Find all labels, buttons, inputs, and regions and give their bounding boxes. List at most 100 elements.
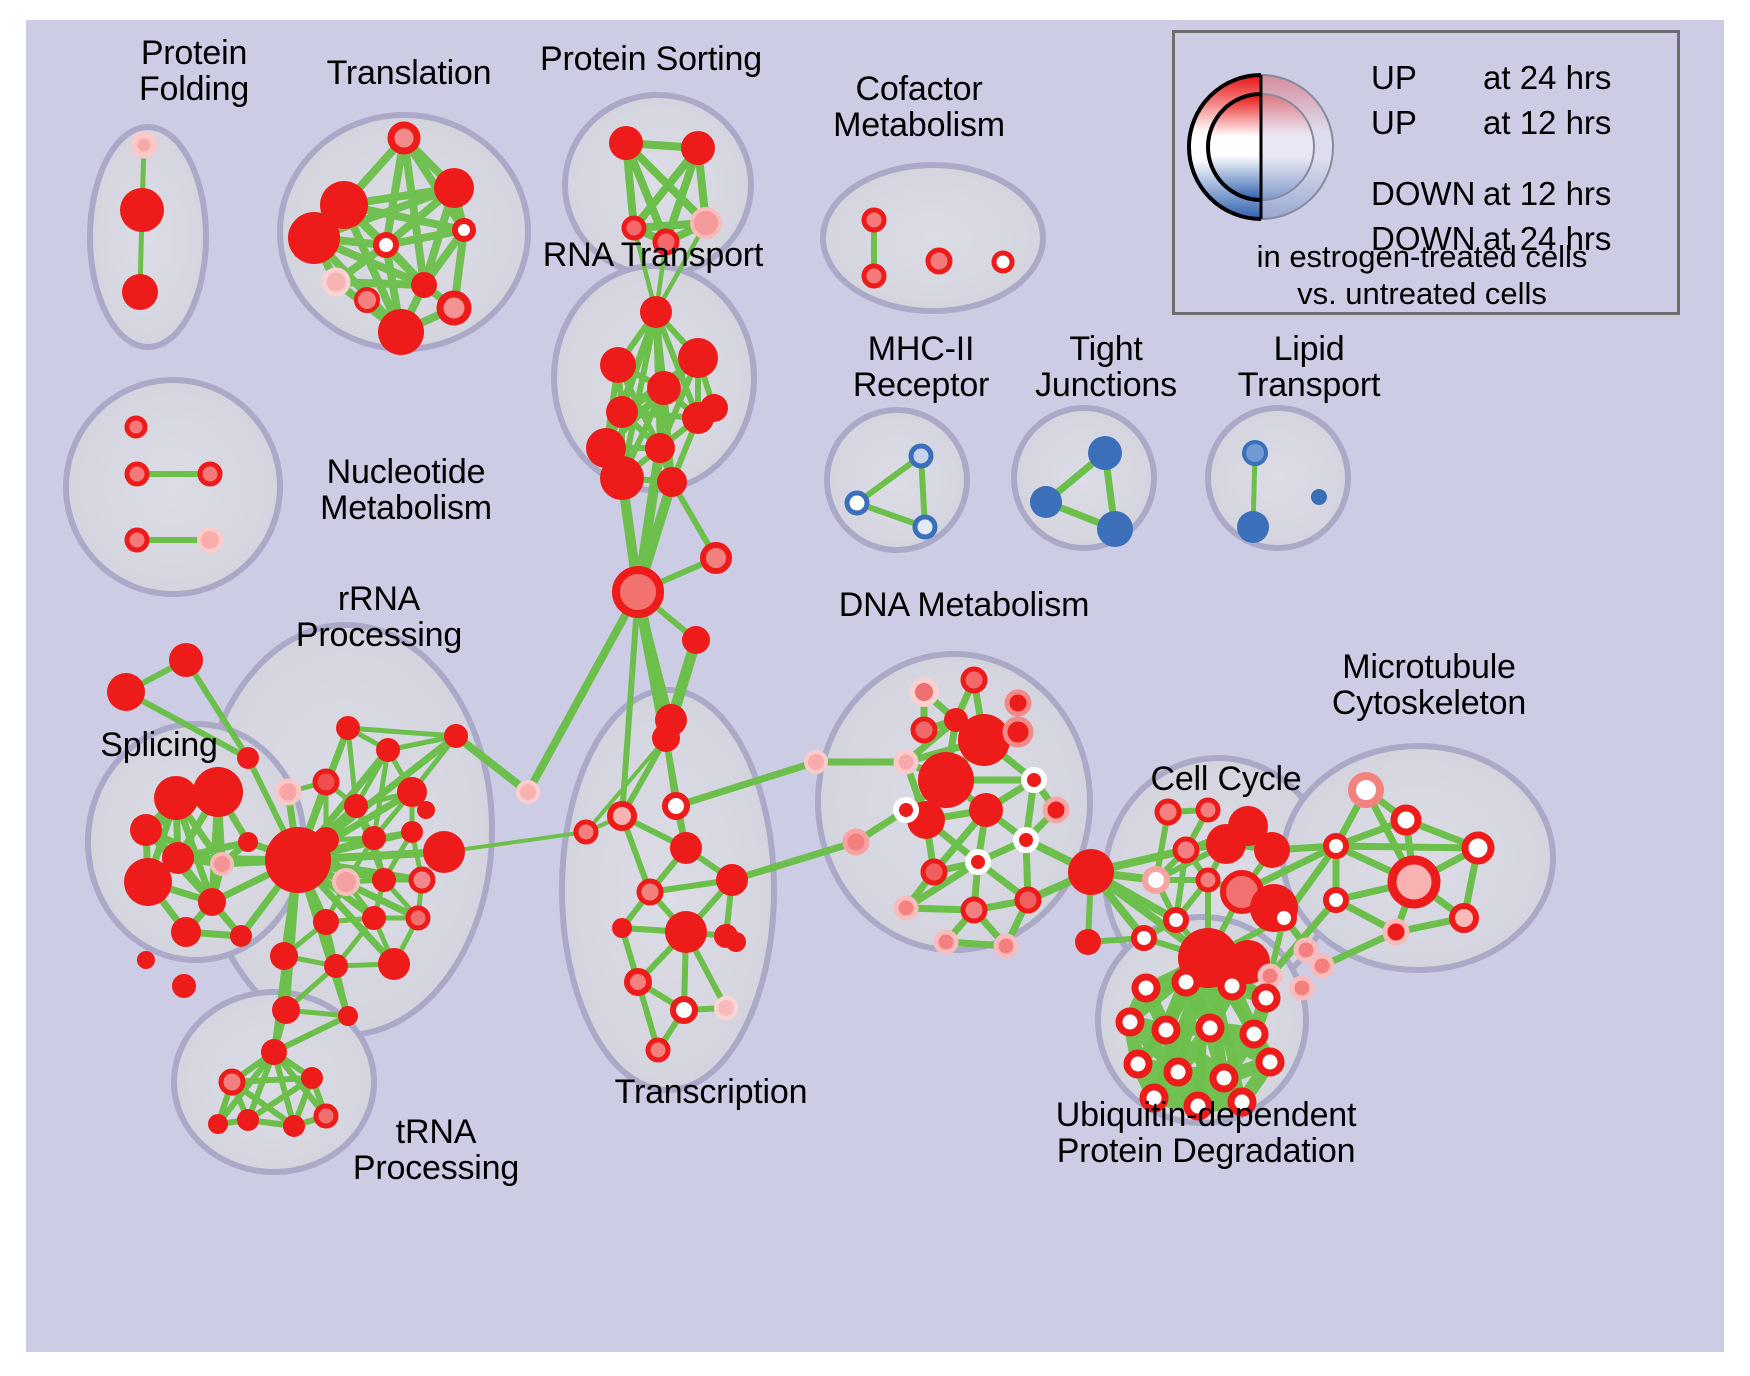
node — [130, 131, 158, 159]
node — [344, 794, 368, 818]
legend-row-up-12: UP at 12 hrs — [1371, 100, 1671, 145]
node — [960, 896, 988, 924]
legend-key-down-12: DOWN — [1371, 174, 1476, 212]
node — [208, 1114, 228, 1134]
cluster-label-protein-sorting: Protein Sorting — [540, 40, 762, 78]
node — [272, 996, 300, 1024]
cluster-label-mhc-ii-receptor: MHC-II Receptor — [852, 330, 990, 404]
node — [313, 909, 339, 935]
node — [1021, 767, 1047, 793]
node — [700, 394, 728, 422]
cluster-label-cofactor-metabolism: Cofactor Metabolism — [833, 70, 1005, 144]
node — [944, 708, 968, 732]
node — [401, 821, 423, 843]
legend-rows: UP at 24 hrs UP at 12 hrs DOWN at 12 hrs… — [1371, 55, 1671, 261]
node — [320, 181, 368, 229]
node — [172, 974, 196, 998]
node — [993, 933, 1019, 959]
node — [682, 626, 710, 654]
node — [332, 868, 360, 896]
node — [1237, 511, 1269, 543]
node — [237, 1109, 259, 1131]
node — [965, 849, 991, 875]
legend-footer-line2: vs. untreated cells — [1297, 275, 1547, 311]
node — [397, 777, 427, 807]
node — [636, 878, 664, 906]
node — [198, 888, 226, 916]
node — [1309, 953, 1335, 979]
node — [909, 677, 939, 707]
node — [910, 716, 938, 744]
node — [169, 643, 203, 677]
node — [321, 267, 351, 297]
node — [197, 461, 223, 487]
node — [362, 906, 386, 930]
legend-ring-diagram — [1187, 73, 1334, 221]
node — [842, 828, 870, 856]
node — [1242, 440, 1268, 466]
node — [1171, 967, 1201, 997]
node — [324, 954, 348, 978]
node — [726, 932, 746, 952]
node — [804, 750, 828, 774]
node — [912, 514, 938, 540]
blob-cofactor — [820, 162, 1046, 314]
node — [1075, 929, 1101, 955]
node — [237, 747, 259, 769]
node — [1195, 1013, 1225, 1043]
node — [1311, 489, 1327, 505]
legend-value-up-24: at 24 hrs — [1483, 58, 1612, 96]
node — [1209, 1063, 1239, 1093]
node — [1183, 1091, 1213, 1121]
blob-protein-folding — [87, 124, 209, 350]
node — [120, 188, 164, 232]
node — [516, 780, 540, 804]
node — [700, 542, 732, 574]
cluster-label-cell-cycle: Cell Cycle — [1150, 760, 1302, 798]
node — [609, 126, 643, 160]
network-graph — [63, 92, 1556, 1175]
legend-spacer — [1371, 145, 1671, 171]
node — [1097, 511, 1133, 547]
network-nodes — [107, 121, 1495, 1137]
node — [1254, 832, 1290, 868]
node — [122, 274, 158, 310]
legend-row-down-24: DOWN at 24 hrs — [1371, 216, 1671, 261]
node — [1257, 963, 1283, 989]
legend-panel: UP at 24 hrs UP at 12 hrs DOWN at 12 hrs… — [1172, 30, 1680, 315]
node — [670, 832, 702, 864]
node — [124, 461, 150, 487]
node — [1163, 1057, 1193, 1087]
node — [681, 131, 715, 165]
cluster-label-lipid-transport: Lipid Transport — [1237, 330, 1381, 404]
node — [612, 918, 632, 938]
node — [107, 673, 145, 711]
node — [670, 996, 698, 1024]
cluster-label-nucleotide-metabolism: Nucleotide Metabolism — [320, 453, 492, 527]
node — [1293, 937, 1319, 963]
node — [162, 842, 194, 874]
cluster-label-splicing: Splicing — [100, 726, 218, 764]
network-canvas: Protein Folding Translation Protein Sort… — [26, 20, 1724, 1352]
legend-value-down-12: at 12 hrs — [1483, 174, 1612, 212]
node — [130, 814, 162, 846]
node — [1042, 796, 1070, 824]
node — [1068, 849, 1114, 895]
node — [1387, 855, 1441, 909]
node — [137, 951, 155, 969]
node — [1289, 975, 1315, 1001]
node — [844, 490, 870, 516]
node — [1449, 903, 1479, 933]
node — [621, 215, 647, 241]
node — [1154, 798, 1182, 826]
cluster-label-microtubule: Microtubule Cytoskeleton — [1331, 648, 1527, 722]
node — [969, 793, 1003, 827]
node — [124, 527, 150, 553]
node — [283, 1115, 305, 1137]
node — [678, 338, 718, 378]
node — [624, 968, 652, 996]
node — [1195, 867, 1221, 893]
cluster-label-trna-processing: tRNA Processing — [352, 1113, 520, 1187]
node — [417, 801, 435, 819]
